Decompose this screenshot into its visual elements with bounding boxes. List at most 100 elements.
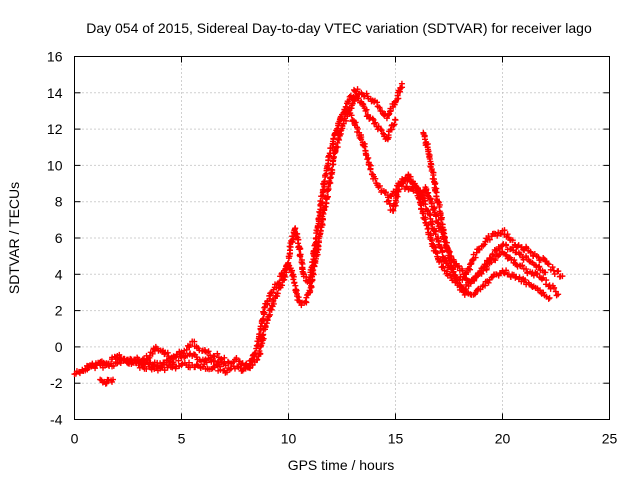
axis-ticks	[74, 56, 610, 420]
y-tick-label: 14	[47, 85, 63, 101]
y-axis-title: SDTVAR / TECUs	[6, 182, 22, 294]
data-point-interp	[547, 285, 554, 292]
y-tick-label: 12	[47, 121, 63, 137]
data-point	[398, 80, 405, 87]
data-point-interp	[161, 361, 168, 368]
data-point-interp	[75, 368, 82, 375]
y-tick-label: 10	[47, 157, 63, 173]
data-point-interp	[517, 251, 524, 258]
data-point-interp	[319, 199, 326, 206]
data-point-interp	[379, 108, 386, 115]
data-point-interp	[519, 262, 526, 269]
data-point-interp	[257, 325, 264, 332]
data-point-interp	[274, 290, 281, 297]
data-point	[469, 256, 476, 263]
series-trace-h	[401, 171, 549, 285]
data-point-interp	[254, 356, 261, 363]
data-point-interp	[372, 119, 379, 126]
data-point-interp	[319, 222, 326, 229]
data-point-interp	[297, 245, 304, 252]
chart-title: Day 054 of 2015, Sidereal Day-to-day VTE…	[86, 20, 592, 36]
x-tick-labels: 0 5 10 15 20 25	[71, 431, 618, 447]
data-point-interp	[543, 277, 550, 284]
data-point-interp	[472, 254, 479, 261]
data-point-interp	[374, 99, 381, 106]
data-point-interp	[312, 235, 319, 242]
data-point-interp	[289, 267, 296, 274]
x-tick-label: 25	[602, 431, 618, 447]
data-point-interp	[456, 262, 463, 269]
data-point-interp	[330, 136, 337, 143]
data-point-interp	[485, 279, 492, 286]
data-point-interp	[382, 189, 389, 196]
data-point-interp	[369, 115, 376, 122]
x-tick-label: 5	[178, 431, 186, 447]
data-point-interp	[434, 253, 441, 260]
data-point-interp	[503, 242, 510, 249]
data-point	[221, 354, 228, 361]
data-point-interp	[407, 173, 414, 180]
data-point-interp	[425, 148, 432, 155]
data-point-interp	[392, 197, 399, 204]
data-point-interp	[551, 284, 558, 291]
data-point-interp	[476, 246, 483, 253]
y-tick-labels: -4 -2 0 2 4 6 8 10 12 14 16	[47, 49, 63, 428]
data-point-interp	[315, 215, 322, 222]
data-point-interp	[342, 117, 349, 124]
data-point-interp	[509, 237, 516, 244]
data-point-interp	[549, 264, 556, 271]
data-point-interp	[309, 258, 316, 265]
data-point-interp	[285, 259, 292, 266]
data-point-interp	[133, 359, 140, 366]
data-point	[559, 273, 566, 280]
data-point-interp	[363, 90, 370, 97]
data-point-interp	[354, 86, 361, 93]
data-point-interp	[437, 210, 444, 217]
x-tick-label: 20	[495, 431, 511, 447]
data-point	[441, 238, 448, 245]
data-point-interp	[105, 360, 112, 367]
data-point-interp	[354, 125, 361, 132]
data-point-interp	[350, 93, 357, 100]
data-point-interp	[234, 363, 241, 370]
data-point-interp	[471, 276, 478, 283]
data-point-interp	[279, 282, 286, 289]
data-point-interp	[477, 269, 484, 276]
data-point-interp	[534, 271, 541, 278]
data-point-interp	[292, 225, 299, 232]
y-tick-label: 0	[55, 339, 63, 355]
data-point-interp	[378, 127, 385, 134]
data-point-interp	[364, 156, 371, 163]
data-point-interp	[504, 231, 511, 238]
data-point-interp	[218, 355, 225, 362]
data-point	[110, 376, 117, 383]
data-point-interp	[516, 274, 523, 281]
data-point-interp	[503, 267, 510, 274]
data-point-interp	[489, 250, 496, 257]
data-point-interp	[328, 166, 335, 173]
data-point-interp	[522, 276, 529, 283]
data-point-interp	[462, 270, 469, 277]
data-point-interp	[367, 165, 374, 172]
data-point-interp	[511, 257, 518, 264]
series-trace-d	[114, 338, 228, 366]
data-point-interp	[290, 276, 297, 283]
data-point-interp	[205, 348, 212, 355]
series-trace-c	[97, 376, 117, 387]
data-point-interp	[545, 261, 552, 268]
data-point-interp	[316, 233, 323, 240]
x-tick-label: 15	[388, 431, 404, 447]
data-point-interp	[544, 260, 551, 267]
data-point-interp	[175, 357, 182, 364]
data-point	[546, 294, 553, 301]
series-trace-f	[383, 174, 566, 284]
x-axis-title: GPS time / hours	[288, 457, 395, 473]
data-point-interp	[154, 363, 161, 370]
x-tick-label: 0	[71, 431, 79, 447]
data-point-interp	[291, 279, 298, 286]
data-point	[392, 117, 399, 124]
data-point-interp	[334, 139, 341, 146]
data-point-interp	[439, 227, 446, 234]
data-point-interp	[453, 276, 460, 283]
data-point-interp	[443, 268, 450, 275]
